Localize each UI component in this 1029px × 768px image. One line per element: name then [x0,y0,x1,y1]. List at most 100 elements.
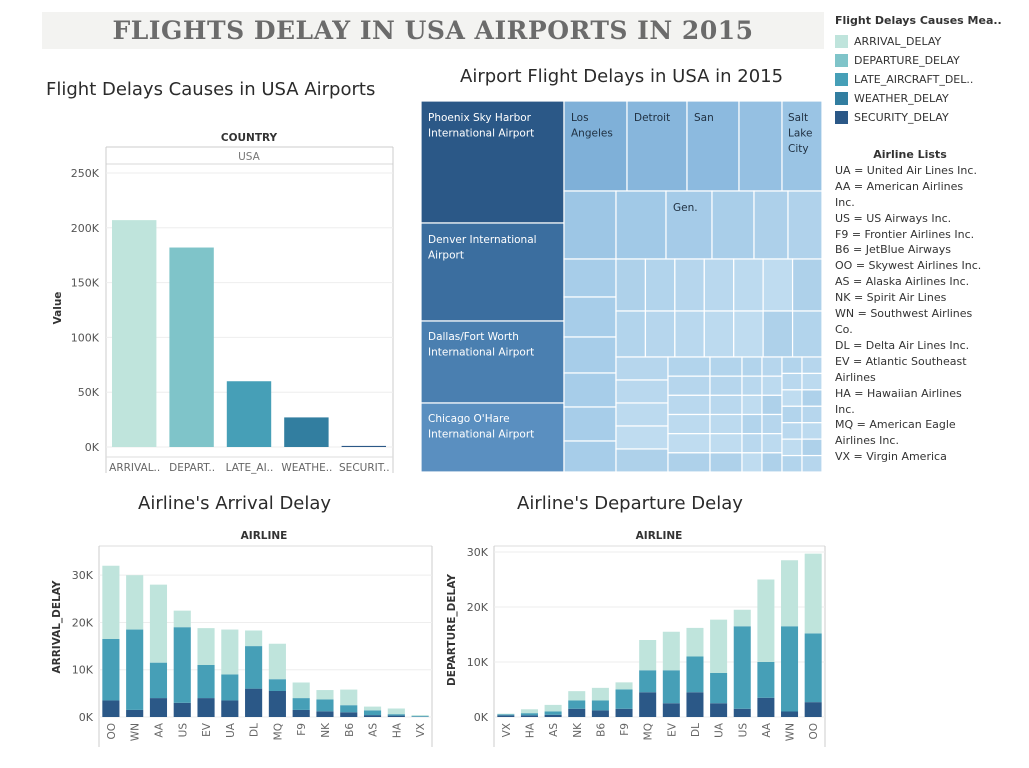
bar-segment [757,579,775,662]
airline-list-line: Co. [835,322,853,336]
bar-segment [591,700,609,711]
airline-list-line: B6 = JetBlue Airways [835,243,951,257]
column-header: COUNTRY [221,132,278,144]
treemap-cell [703,258,735,312]
airline-list-title: Airline Lists [873,148,947,161]
bar-segment [733,609,751,627]
label-dallas: Dallas/Fort Worth International Airport [428,331,534,359]
arrival-chart-title: Airline's Arrival Delay [138,493,332,514]
bar-segment [387,715,405,717]
x-tick-label: DEPART.. [169,462,215,474]
bar-segment [102,700,120,717]
bar-segment [340,712,358,717]
treemap-cell [644,310,676,358]
cause-chart-title: Flight Delays Causes in USA Airports [46,79,376,100]
airline-list-line: Airlines [835,370,876,384]
bar-segment [173,702,191,717]
x-tick-label: HA [524,722,536,738]
bar-segment [781,626,799,712]
bar-segment [221,700,239,717]
y-tick-label: 250K [71,167,100,180]
bar-segment [197,628,215,665]
bar-segment [733,708,751,717]
airline-list-line: NK = Spirit Air Lines [835,291,947,305]
y-tick-label: 0K [474,711,489,724]
x-tick-label: F9 [296,723,308,736]
bar-segment [497,715,515,717]
cell-generic [738,100,783,192]
bar [112,220,157,447]
airline-list-line: Inc. [835,402,855,416]
airline-list-line: MQ = American Eagle [835,418,956,432]
bar-segment [149,662,168,699]
bar-segment [804,702,822,717]
cause-legend: Flight Delays Causes Mea.. ARRIVAL_DELAY… [835,14,1025,127]
treemap-cell [753,190,789,260]
airline-list-line: EV = Atlantic Southeast [835,354,967,368]
y-axis-title: Value [52,292,64,325]
bar-segment [615,708,633,717]
treemap-title: Airport Flight Delays in USA in 2015 [460,66,784,87]
bar-segment [591,710,609,717]
bar [341,445,386,447]
y-tick-label: 0K [79,711,94,724]
legend-title: Flight Delays Causes Mea.. [835,14,1002,27]
bar-segment [411,716,429,717]
cell-san [686,100,740,192]
bar-segment [411,715,429,717]
y-tick-label: 20K [72,616,94,629]
airport-treemap: Phoenix Sky Harbor International Airport D… [420,100,823,473]
treemap-cell [563,336,617,374]
legend-item-departure[interactable]: DEPARTURE_DELAY [835,51,1025,70]
bar-segment [686,656,704,693]
legend-item-security[interactable]: SECURITY_DELAY [835,108,1025,127]
bar-segment [221,629,239,675]
bar-segment [245,630,263,647]
bar-segment [126,629,144,710]
treemap-cell [801,454,823,473]
bar-segment [615,682,633,690]
bar-segment [710,619,728,673]
airline-list-line: Airlines Inc. [835,434,899,448]
bar-segment [757,697,775,717]
treemap-cell [563,372,617,408]
x-tick-label: NK [320,722,332,738]
legend-item-weather[interactable]: WEATHER_DELAY [835,89,1025,108]
bar-segment [149,584,168,663]
airline-list: Airline Lists UA = United Air Lines Inc.… [835,147,985,465]
x-tick-label: MQ [643,723,655,740]
bar-segment [363,706,382,711]
treemap-cell [665,190,713,260]
x-tick-label: EV [201,722,213,737]
legend-item-arrival[interactable]: ARRIVAL_DELAY [835,32,1025,51]
x-tick-label: US [737,723,749,738]
bar-segment [173,610,191,628]
label-denver: Denver International Airport [428,234,537,262]
bar-segment [268,643,286,680]
column-value: USA [238,151,261,163]
column-header: AIRLINE [636,530,683,542]
bar-segment [639,670,657,693]
bar-segment [781,711,799,717]
x-tick-label: VX [415,723,427,737]
treemap-cell [563,190,617,260]
airline-list-line: HA = Hawaiian Airlines [835,386,962,400]
treemap-cell [674,310,705,358]
bar-segment [363,715,382,717]
y-tick-label: 50K [78,386,100,399]
y-tick-label: 10K [72,664,94,677]
x-tick-label: ARRIVAL.. [109,462,160,474]
airline-list-line: Inc. [835,195,855,209]
bar-segment [197,698,215,717]
bar-segment [662,631,680,671]
bar-segment [363,710,382,716]
label-los-angeles: Los Angeles [571,112,613,140]
bar-segment [662,670,680,704]
airline-list-line: US = US Airways Inc. [835,211,952,225]
label-san: San [694,112,714,124]
bar-segment [686,692,704,717]
bar-segment [387,714,405,716]
legend-item-late-aircraft[interactable]: LATE_AIRCRAFT_DEL.. [835,70,1025,89]
y-axis-title: ARRIVAL_DELAY [51,580,63,673]
dashboard-banner: FLIGHTS DELAY IN USA AIRPORTS IN 2015 [42,12,824,49]
